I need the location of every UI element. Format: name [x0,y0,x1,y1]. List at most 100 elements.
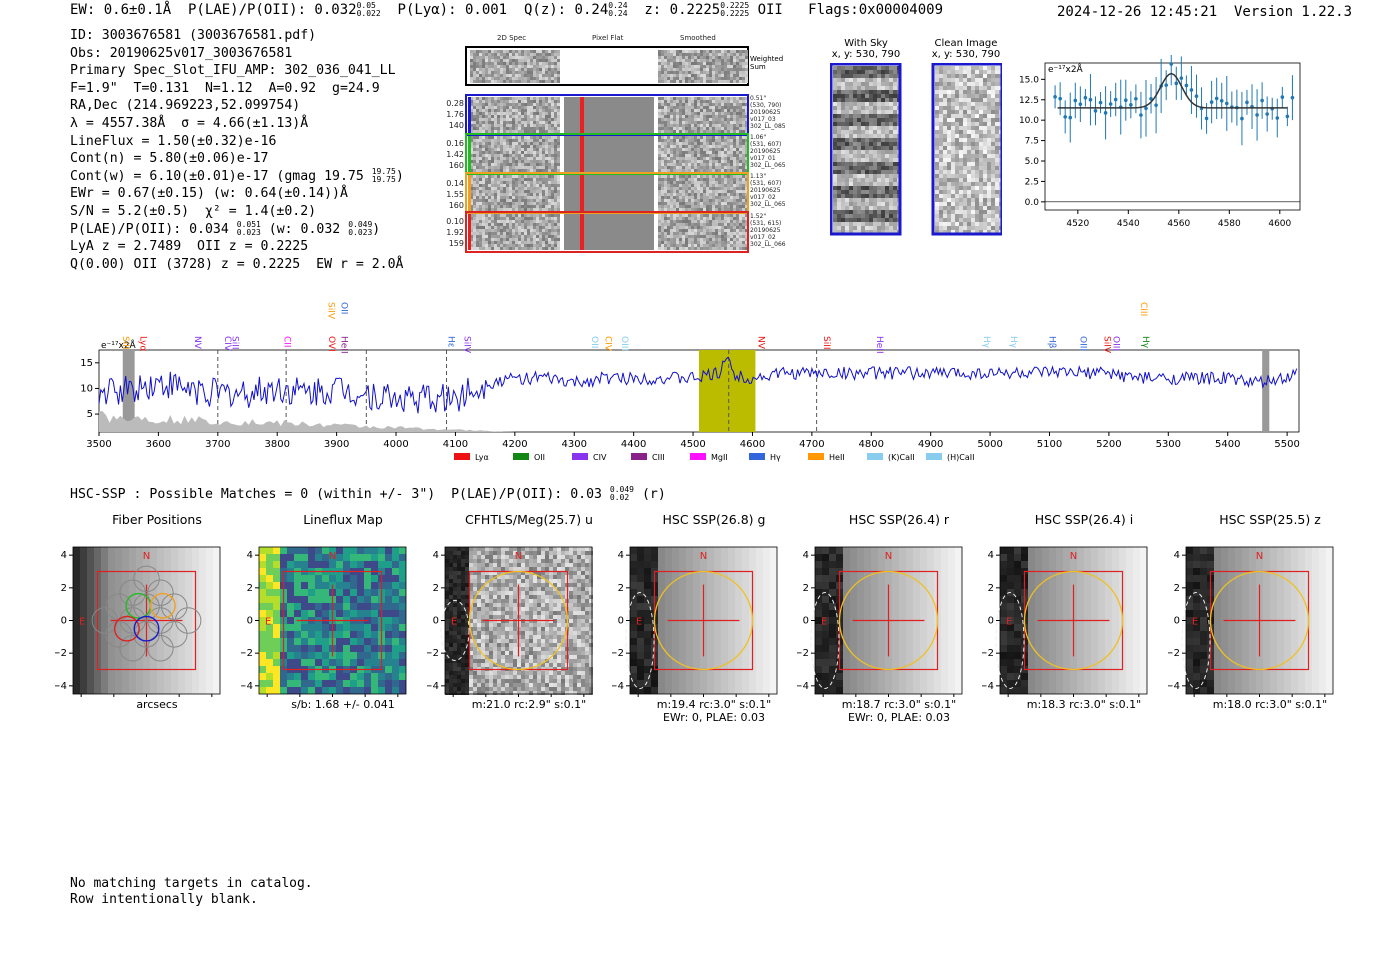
spectrum-xtick-label: 4500 [680,439,705,450]
fiber-highlight [133,615,160,642]
line-label: Hγ [1008,336,1018,349]
info-radec: RA,Dec (214.969223,52.099754) [70,98,301,114]
zoom-point [1260,98,1264,103]
panel-caption-2: EWr: 0, PLAE: 0.03 [662,711,766,724]
col-smoothed: Smoothed [680,34,716,42]
weighted-sum-label: Weighted Sum [750,55,784,71]
spectrum-ytick-label: 5 [87,409,93,420]
panel-caption: m:18.0 rc:3.0" s:0.1" [1212,698,1328,711]
line-label: OII [589,336,599,348]
info-cont-w: Cont(w) = 6.10(±0.01)e-17 (gmag 19.75 19… [70,167,404,186]
zoom-point [1093,109,1098,113]
zoom-ytick-label: 5.0 [1025,157,1040,167]
zoom-point [1194,94,1199,98]
legend-swatch [454,453,470,460]
panel-title: HSC SSP(26.8) g [662,512,766,527]
zoom-point [1149,96,1153,101]
row3-marker [468,175,471,211]
east-label: E [636,617,642,628]
panel-ytick-label: −2 [427,648,439,659]
line-label: Hβ [1046,336,1056,349]
panel-ytick-label: 4 [433,550,439,561]
zoom-point [1113,97,1118,102]
spectrum-ytick-label: 15 [80,358,93,369]
aperture-circle [1209,570,1310,671]
row4-frame [465,211,749,253]
spectrum-xtick-label: 4800 [859,439,884,450]
col-pixel-flat: Pixel Flat [592,34,624,42]
legend-label: (H)CaII [947,453,974,462]
east-label: E [451,617,457,628]
fiber-circle [147,635,174,662]
row1-marker [468,97,471,133]
zoom-ytick-label: 0.0 [1025,198,1040,208]
panel-ytick-label: −4 [797,681,809,692]
panel-red-box [282,570,383,671]
panel-ytick-label: 4 [1174,550,1180,561]
north-label: N [1256,551,1263,562]
spectrum-xtick-label: 3800 [264,439,289,450]
line-label: SiII [821,336,831,350]
legend-swatch [926,453,942,460]
panel-ytick-label: 4 [61,550,67,561]
catalog-message-line1: No matching targets in catalog. [70,876,313,891]
line-label: OIII [1077,336,1087,351]
hsc-text: HSC-SSP : Possible Matches = 0 (within +… [70,487,602,502]
zoom-point [1129,103,1133,107]
line-label: NV [755,336,765,350]
row1-flat-line [580,97,584,133]
zoom-point [1088,97,1093,102]
info-slot: Primary Spec_Slot_IFU_AMP: 302_036_041_L… [70,63,396,79]
zoom-ytick-label: 12.5 [1019,96,1039,106]
fiber-circle [147,579,174,606]
row1-2d [470,97,560,133]
panel-ytick-label: −4 [55,681,67,692]
info-plae: P(LAE)/P(OII): 0.034 0.051 0.023 (w: 0.03… [70,220,404,239]
panel-ytick-label: 0 [618,616,624,627]
line-label: SiIV [461,336,471,354]
legend-swatch [572,453,588,460]
zoom-point [1123,98,1128,103]
legend-label: Hγ [770,453,781,462]
fiber-circle [119,607,146,634]
panel-ytick-label: 2 [803,583,809,594]
fiber-circle [133,621,160,648]
panel-ytick-label: 2 [988,583,994,594]
panel-ytick-label: 2 [433,583,439,594]
spectrum-xtick-label: 4000 [383,439,408,450]
fiber-highlight [113,615,140,642]
qz-sup: 0.24 [608,1,628,10]
legend-swatch [513,453,529,460]
zoom-point [1209,100,1214,104]
spectrum-mask-right [1262,350,1270,432]
clean-image-label: Clean Image [934,38,998,49]
panel-ytick-label: 4 [618,550,624,561]
panel-ytick-label: 0 [1174,616,1180,627]
zoom-point [1108,102,1113,106]
info-sn: S/N = 5.2(±0.5) χ² = 1.4(±0.2) [70,203,317,219]
east-label: E [265,617,271,628]
spectrum-xtick-label: 5400 [1215,439,1240,450]
row2-flat [564,136,654,172]
panel-ytick-label: −2 [797,648,809,659]
east-label: E [79,617,85,628]
row4-2d [470,214,560,250]
zoom-point [1280,95,1285,99]
zoom-point [1214,96,1219,101]
info-lya-z: LyA z = 2.7489 OII z = 0.2225 [70,239,309,255]
hsc-summary: HSC-SSP : Possible Matches = 0 (within +… [70,486,666,503]
galaxy-ellipse [440,600,470,661]
line-label: HeII [338,336,348,354]
row3-side: 1.13" (531, 607) 20190625 v017_02 302_LL… [750,173,786,208]
panel-title: CFHTLS/Meg(25.7) u [465,512,593,527]
panel-caption: s/b: 1.68 +/- 0.041 [291,698,395,711]
zoom-point [1189,88,1194,92]
zoom-point [1139,113,1143,117]
